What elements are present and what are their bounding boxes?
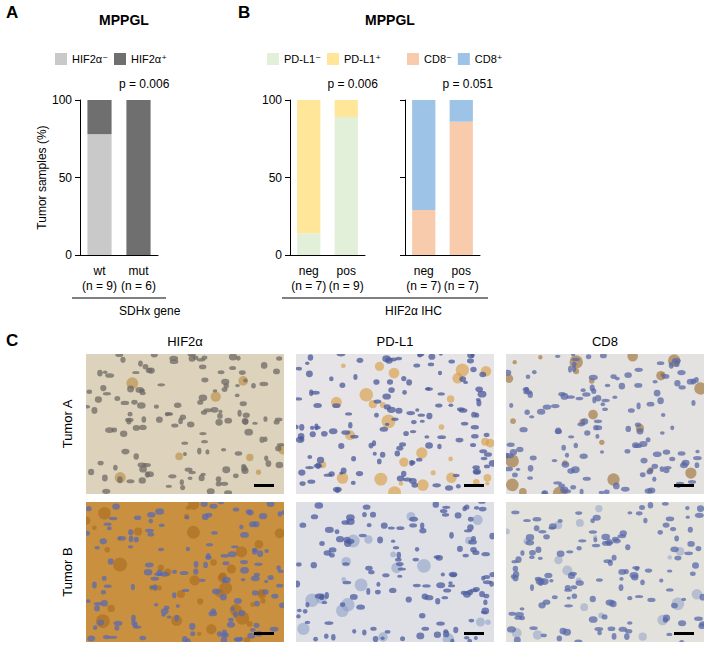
svg-text:(n = 9): (n = 9) bbox=[82, 279, 117, 293]
svg-text:p = 0.051: p = 0.051 bbox=[442, 77, 493, 91]
svg-text:0: 0 bbox=[65, 248, 72, 262]
svg-text:wt: wt bbox=[93, 264, 107, 278]
svg-text:C: C bbox=[6, 331, 18, 350]
svg-text:p = 0.006: p = 0.006 bbox=[119, 77, 170, 91]
svg-text:100: 100 bbox=[52, 93, 72, 107]
svg-text:mut: mut bbox=[128, 264, 149, 278]
svg-text:PD-L1: PD-L1 bbox=[377, 334, 414, 349]
svg-text:MPPGL: MPPGL bbox=[99, 12, 149, 28]
svg-text:100: 100 bbox=[262, 93, 282, 107]
svg-text:(n = 6): (n = 6) bbox=[121, 279, 156, 293]
svg-text:(n = 7): (n = 7) bbox=[291, 279, 326, 293]
svg-text:SDHx gene: SDHx gene bbox=[119, 304, 181, 318]
svg-text:MPPGL: MPPGL bbox=[365, 12, 415, 28]
svg-text:PD-L1⁻: PD-L1⁻ bbox=[284, 53, 321, 65]
svg-text:neg: neg bbox=[414, 264, 434, 278]
svg-text:Tumor samples (%): Tumor samples (%) bbox=[35, 125, 49, 229]
svg-text:(n = 7): (n = 7) bbox=[406, 279, 441, 293]
svg-text:(n = 9): (n = 9) bbox=[329, 279, 364, 293]
svg-text:CD8⁻: CD8⁻ bbox=[424, 53, 452, 65]
svg-text:50: 50 bbox=[269, 171, 283, 185]
svg-text:Tumor A: Tumor A bbox=[60, 399, 75, 448]
svg-text:HIF2α: HIF2α bbox=[167, 334, 203, 349]
svg-text:(n = 7): (n = 7) bbox=[444, 279, 479, 293]
svg-text:CD8⁺: CD8⁺ bbox=[475, 53, 503, 65]
svg-text:pos: pos bbox=[337, 264, 356, 278]
svg-text:A: A bbox=[6, 3, 18, 22]
svg-text:PD-L1⁺: PD-L1⁺ bbox=[344, 53, 381, 65]
svg-text:Tumor B: Tumor B bbox=[60, 547, 75, 596]
svg-text:B: B bbox=[238, 3, 250, 22]
svg-text:0: 0 bbox=[275, 248, 282, 262]
svg-text:pos: pos bbox=[452, 264, 471, 278]
svg-text:HIF2α⁻: HIF2α⁻ bbox=[72, 53, 108, 65]
svg-text:p = 0.006: p = 0.006 bbox=[327, 77, 378, 91]
svg-text:HIF2α⁺: HIF2α⁺ bbox=[131, 53, 167, 65]
svg-text:HIF2α IHC: HIF2α IHC bbox=[385, 304, 442, 318]
svg-text:50: 50 bbox=[59, 171, 73, 185]
svg-text:CD8: CD8 bbox=[592, 334, 618, 349]
svg-text:neg: neg bbox=[299, 264, 319, 278]
